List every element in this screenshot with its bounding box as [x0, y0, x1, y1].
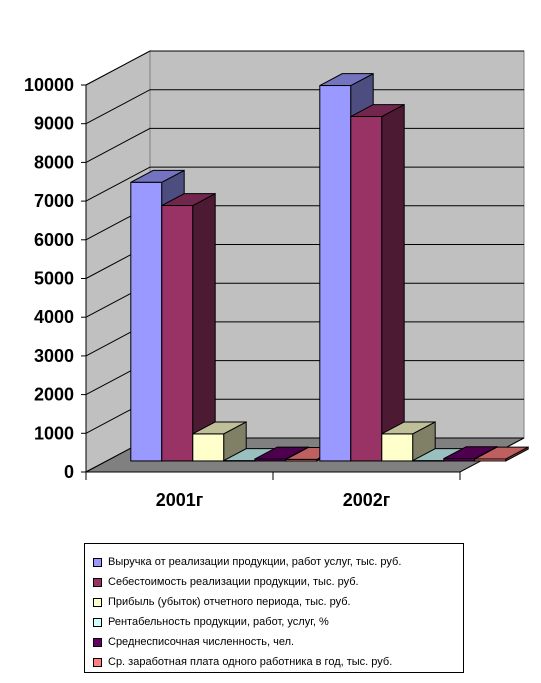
legend-item: Ср. заработная плата одного работника в … — [93, 652, 463, 672]
bar-front — [192, 433, 225, 462]
y-tick-label: 3000 — [34, 346, 74, 366]
y-tick-label: 9000 — [34, 114, 74, 134]
bar-top — [350, 104, 405, 118]
gridline — [85, 50, 524, 86]
bar-top — [319, 73, 374, 87]
legend-label: Рентабельность продукции, работ, услуг, … — [108, 616, 329, 628]
bar-front — [130, 181, 163, 462]
y-tick-label: 5000 — [34, 269, 74, 289]
legend-swatch — [93, 657, 102, 667]
legend-label: Себестоимость реализации продукции, тыс.… — [108, 576, 359, 588]
y-tick-label: 10000 — [24, 75, 74, 95]
bar-side — [192, 192, 216, 462]
legend-item: Прибыль (убыток) отчетного периода, тыс.… — [93, 592, 463, 612]
x-tick-label: 2002г — [343, 490, 391, 510]
bar-front — [319, 85, 352, 462]
y-tick-label: 4000 — [34, 307, 74, 327]
legend-swatch — [93, 597, 102, 607]
legend: Выручка от реализации продукции, работ у… — [84, 543, 464, 673]
x-tick-labels: 2001г 2002г — [156, 490, 391, 510]
y-tick-label: 2000 — [34, 385, 74, 405]
legend-label: Ср. заработная плата одного работника в … — [108, 656, 393, 668]
legend-swatch — [93, 617, 102, 627]
bar-top — [381, 421, 436, 435]
legend-label: Среднесписочная численность, чел. — [108, 636, 295, 648]
bar-front — [161, 205, 194, 462]
legend-item: Среднесписочная численность, чел. — [93, 632, 463, 652]
y-tick-label: 6000 — [34, 230, 74, 250]
bars — [130, 72, 529, 462]
axes — [81, 84, 461, 480]
legend-swatch — [93, 557, 102, 567]
y-tick-labels: 0 1000 2000 3000 4000 5000 6000 7000 8000 9000 100… — [24, 75, 74, 482]
y-tick-label: 7000 — [34, 191, 74, 211]
legend-item: Выручка от реализации продукции, работ у… — [93, 552, 463, 572]
bar-side — [381, 103, 405, 462]
y-tick-label: 0 — [64, 462, 74, 482]
legend-swatch — [93, 577, 102, 587]
y-tick-label: 1000 — [34, 423, 74, 443]
bar-top — [130, 169, 185, 183]
bar — [161, 192, 216, 462]
legend-swatch — [93, 637, 102, 647]
legend-item: Рентабельность продукции, работ, услуг, … — [93, 612, 463, 632]
x-tick-label: 2001г — [156, 490, 204, 510]
bar-top — [192, 421, 247, 435]
bar-top — [474, 446, 529, 460]
y-tick-label: 8000 — [34, 152, 74, 172]
bar — [474, 446, 529, 462]
bar — [350, 103, 405, 462]
bar-front — [381, 433, 414, 462]
gridline — [85, 89, 524, 125]
bar-front — [350, 116, 383, 462]
bar-top — [161, 193, 216, 207]
legend-label: Выручка от реализации продукции, работ у… — [108, 556, 402, 568]
legend-item: Себестоимость реализации продукции, тыс.… — [93, 572, 463, 592]
legend-label: Прибыль (убыток) отчетного периода, тыс.… — [108, 596, 351, 608]
